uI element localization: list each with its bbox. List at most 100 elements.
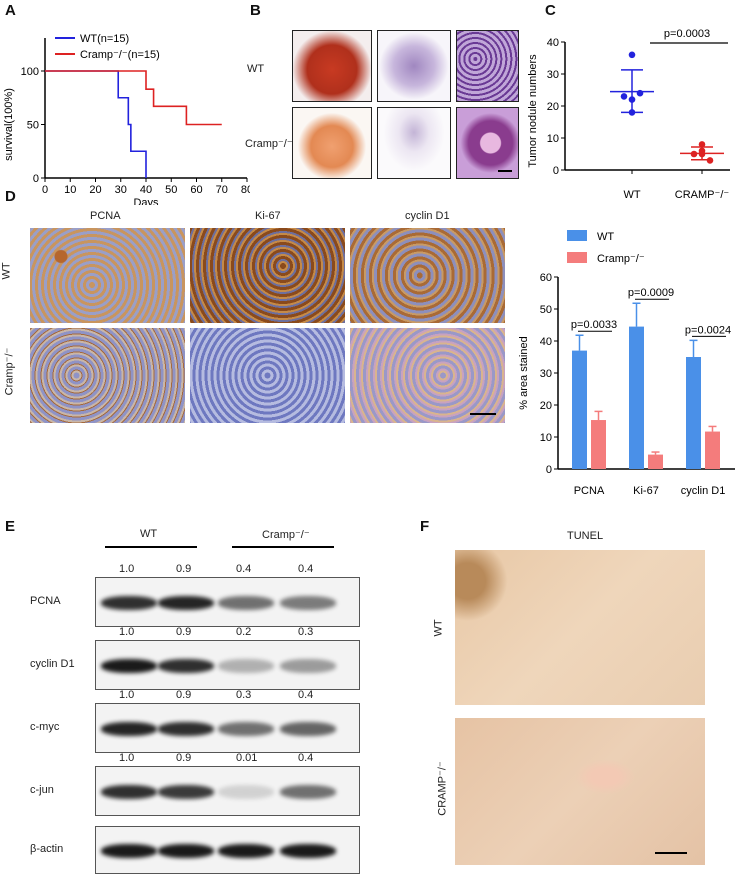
blot-label: c-myc (30, 721, 60, 733)
scale-bar (655, 852, 687, 854)
y-tick-label: 100 (21, 66, 39, 78)
legend-swatch (567, 252, 587, 263)
quantification-value: 0.9 (176, 563, 192, 575)
protein-band (280, 844, 336, 858)
wt-tunel-image (455, 550, 705, 705)
cramp-cyclind1-ihc-image (350, 328, 505, 423)
bar-cyclin-d1 (686, 357, 701, 469)
protein-band (158, 659, 214, 673)
protein-band (158, 785, 214, 799)
protein-band (280, 722, 336, 736)
group-line (105, 546, 197, 548)
d-col-pcna: PCNA (90, 210, 121, 222)
x-tick-label: 80 (241, 184, 250, 196)
x-axis-label: Days (133, 197, 159, 205)
p-value: p=0.0009 (628, 287, 674, 299)
group-line (232, 546, 334, 548)
y-tick-label: 0 (33, 173, 39, 185)
x-tick-label: 10 (64, 184, 76, 196)
quantification-value: 0.2 (236, 626, 252, 638)
quantification-value: 1.0 (119, 752, 135, 764)
quantification-value: 0.4 (298, 689, 314, 701)
y-tick-label: 0 (553, 165, 559, 177)
quantification-value: 0.9 (176, 689, 192, 701)
survival-line-1 (45, 70, 222, 126)
quantification-value: 0.9 (176, 752, 192, 764)
wt-cyclind1-ihc-image (350, 228, 505, 323)
x-tick-label: WT (623, 189, 640, 201)
p-value: p=0.0003 (664, 28, 710, 40)
x-tick-label: 60 (190, 184, 202, 196)
y-axis-label: survival(100%) (3, 88, 15, 161)
bar-pcna (591, 420, 606, 469)
blot-label: cyclin D1 (30, 658, 75, 670)
y-tick-label: 60 (540, 272, 552, 284)
quantification-value: 0.3 (298, 626, 314, 638)
y-tick-label: 30 (540, 368, 552, 380)
panel-label-d: D (5, 188, 16, 205)
panel-label-f: F (420, 518, 430, 535)
quantification-value: 1.0 (119, 626, 135, 638)
protein-band (101, 785, 157, 799)
wt-ki67-ihc-image (190, 228, 345, 323)
survival-chart: 0 10 20 30 40 50 60 70 80 0 50 100 Days survival(100%… (3, 33, 250, 205)
blot-cyclin-d1 (95, 640, 360, 690)
survival-line-0 (45, 70, 147, 178)
panel-label-c: C (545, 2, 556, 19)
blot-label: c-jun (30, 784, 54, 796)
area-stained-bar-chart: WT Cramp⁻/⁻ 0 10 20 30 40 50 60 % area stained PCN… (518, 230, 735, 497)
legend-label: WT(n=15) (80, 33, 129, 45)
blot-pcna (95, 577, 360, 627)
panel-label-b: B (250, 2, 261, 19)
bar-ki-67 (629, 326, 644, 469)
data-point (628, 51, 636, 59)
legend-label: Cramp⁻/⁻ (597, 253, 645, 265)
data-point (620, 93, 628, 100)
quantification-value: 0.9 (176, 626, 192, 638)
p-value: p=0.0024 (685, 324, 731, 336)
x-tick-label: Ki-67 (633, 485, 659, 497)
y-tick-label: 0 (546, 464, 552, 476)
d-col-ki67: Ki-67 (255, 210, 281, 222)
p-value: p=0.0033 (571, 319, 617, 331)
wt-lung-gross-image (292, 30, 372, 102)
d-row-cramp: Cramp⁻/⁻ (3, 347, 16, 396)
protein-band (218, 722, 274, 736)
x-tick-label: 0 (42, 184, 48, 196)
legend-swatch (567, 230, 587, 241)
nodule-scatter-chart: 0 10 20 30 40 Tumor nodule numbers WT CRAMP⁻/⁻ p… (527, 28, 730, 201)
x-tick-label: 20 (89, 184, 101, 196)
f-title: TUNEL (567, 530, 604, 542)
protein-band (218, 596, 274, 610)
y-tick-label: 20 (540, 400, 552, 412)
cramp-ki67-ihc-image (190, 328, 345, 423)
b-row-label-wt: WT (247, 63, 265, 75)
wt-pcna-ihc-image (30, 228, 185, 323)
x-tick-label: CRAMP⁻/⁻ (675, 189, 730, 201)
d-col-cyclind1: cyclin D1 (405, 210, 450, 222)
y-tick-label: 50 (27, 120, 39, 132)
blot-β-actin (95, 826, 360, 874)
y-tick-label: 40 (547, 37, 559, 49)
y-tick-label: 40 (540, 336, 552, 348)
protein-band (101, 659, 157, 673)
panel-label-a: A (5, 2, 16, 19)
x-tick-label: PCNA (574, 485, 605, 497)
bar-pcna (572, 350, 587, 469)
cramp-tunel-image (455, 718, 705, 865)
quantification-value: 0.4 (298, 752, 314, 764)
protein-band (158, 596, 214, 610)
quantification-value: 0.4 (298, 563, 314, 575)
blot-label: β-actin (30, 843, 64, 855)
scale-bar (498, 170, 512, 172)
cramp-he-image (456, 107, 519, 179)
y-axis-label: Tumor nodule numbers (527, 54, 539, 168)
x-tick-label: 50 (165, 184, 177, 196)
legend-label: Cramp⁻/⁻(n=15) (80, 49, 160, 61)
protein-band (158, 722, 214, 736)
blot-c-jun (95, 766, 360, 816)
legend-label: WT (597, 231, 614, 243)
y-tick-label: 20 (547, 101, 559, 113)
scale-bar (470, 413, 496, 415)
